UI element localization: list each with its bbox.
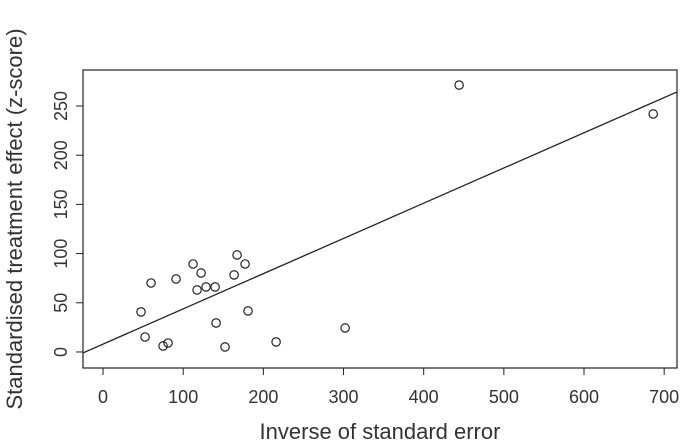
x-axis-label: Inverse of standard error [260,419,501,444]
point [196,268,206,278]
point [171,274,181,284]
point [140,332,150,342]
x-tick-label: 600 [569,387,599,407]
x-tick-label: 400 [409,387,439,407]
point [271,337,281,347]
y-tick-label: 200 [51,140,71,170]
point [240,259,250,269]
point [188,259,198,269]
point [210,282,220,292]
y-tick-label: 0 [51,347,71,357]
x-tick-label: 700 [649,387,679,407]
point [220,342,230,352]
point [146,278,156,288]
y-tick-label: 100 [51,239,71,269]
plot-frame [82,69,678,369]
point [340,323,350,333]
y-tick-label: 50 [51,293,71,313]
point [454,80,464,90]
x-tick-label: 300 [329,387,359,407]
y-tick-label: 250 [51,91,71,121]
point [648,109,658,119]
x-tick-label: 200 [248,387,278,407]
point [243,306,253,316]
x-tick-label: 100 [168,387,198,407]
y-tick-label: 150 [51,189,71,219]
point [192,285,202,295]
x-tick-label: 500 [489,387,519,407]
y-axis-label: Standardised treatment effect (z-score) [2,28,27,409]
point [211,318,221,328]
point [136,307,146,317]
point [163,338,173,348]
point [232,250,242,260]
point [229,270,239,280]
point [158,341,168,351]
fit-line [83,91,677,354]
point [201,282,211,292]
x-tick-label: 0 [98,387,108,407]
